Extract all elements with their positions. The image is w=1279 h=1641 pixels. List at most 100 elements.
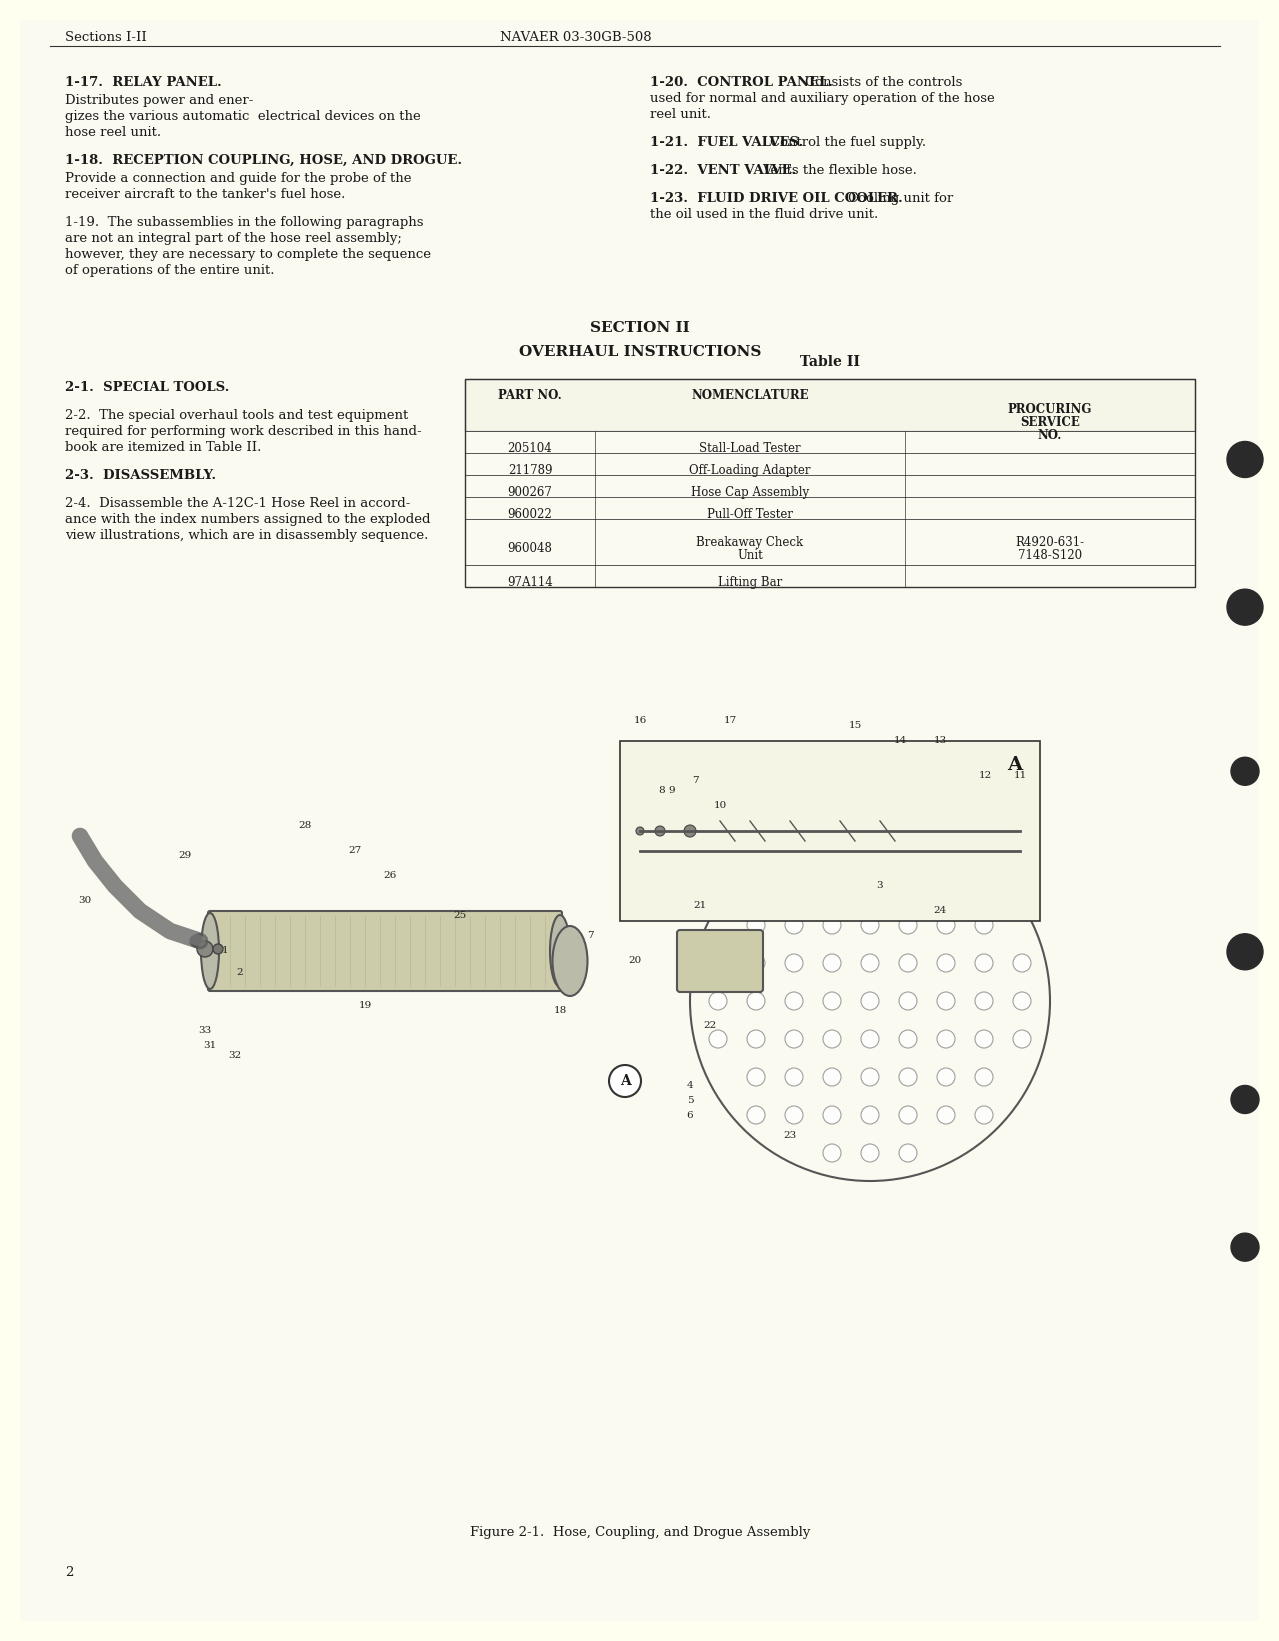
Circle shape <box>899 953 917 971</box>
Text: Breakaway Check: Breakaway Check <box>697 537 803 550</box>
Text: Stall-Load Tester: Stall-Load Tester <box>700 441 801 455</box>
Text: Lifting Bar: Lifting Bar <box>718 576 783 589</box>
Circle shape <box>899 1031 917 1049</box>
Text: 33: 33 <box>198 1026 211 1035</box>
Text: 960048: 960048 <box>508 542 553 555</box>
Circle shape <box>1227 589 1262 625</box>
Text: 1-20.  CONTROL PANEL.: 1-20. CONTROL PANEL. <box>650 75 833 89</box>
Circle shape <box>1013 993 1031 1009</box>
Bar <box>466 497 1195 519</box>
Bar <box>466 565 1195 587</box>
Circle shape <box>785 953 803 971</box>
Text: 27: 27 <box>348 847 362 855</box>
Circle shape <box>861 1031 879 1049</box>
Circle shape <box>861 840 879 858</box>
FancyBboxPatch shape <box>677 930 764 993</box>
Text: 15: 15 <box>848 720 862 730</box>
Circle shape <box>861 878 879 896</box>
Circle shape <box>975 1068 993 1086</box>
Text: 13: 13 <box>934 737 946 745</box>
Circle shape <box>214 944 223 953</box>
Text: SERVICE: SERVICE <box>1021 417 1079 428</box>
Text: used for normal and auxiliary operation of the hose: used for normal and auxiliary operation … <box>650 92 995 105</box>
Text: 16: 16 <box>633 715 647 725</box>
Text: Control the fuel supply.: Control the fuel supply. <box>770 136 926 149</box>
Circle shape <box>861 953 879 971</box>
Text: ance with the index numbers assigned to the exploded: ance with the index numbers assigned to … <box>65 514 431 527</box>
Text: receiver aircraft to the tanker's fuel hose.: receiver aircraft to the tanker's fuel h… <box>65 189 345 200</box>
Text: 23: 23 <box>783 1131 797 1140</box>
Circle shape <box>747 916 765 934</box>
Text: 2-4.  Disassemble the A-12C-1 Hose Reel in accord-: 2-4. Disassemble the A-12C-1 Hose Reel i… <box>65 497 411 510</box>
Text: 30: 30 <box>78 896 92 904</box>
Circle shape <box>747 953 765 971</box>
Text: NOMENCLATURE: NOMENCLATURE <box>691 389 808 402</box>
Ellipse shape <box>553 926 587 996</box>
Text: 14: 14 <box>893 737 907 745</box>
Text: 2: 2 <box>237 968 243 976</box>
Circle shape <box>822 878 842 896</box>
Text: SECTION II: SECTION II <box>590 322 689 335</box>
Circle shape <box>899 993 917 1009</box>
Circle shape <box>785 1068 803 1086</box>
Circle shape <box>636 827 645 835</box>
Circle shape <box>1227 441 1262 478</box>
Bar <box>466 474 1195 497</box>
Text: 24: 24 <box>934 906 946 916</box>
Text: NAVAER 03-30GB-508: NAVAER 03-30GB-508 <box>500 31 651 44</box>
Text: 3: 3 <box>876 881 884 889</box>
Circle shape <box>197 940 214 957</box>
Text: 2-2.  The special overhaul tools and test equipment: 2-2. The special overhaul tools and test… <box>65 409 408 422</box>
Text: view illustrations, which are in disassembly sequence.: view illustrations, which are in disasse… <box>65 528 428 542</box>
Circle shape <box>938 916 955 934</box>
Circle shape <box>899 840 917 858</box>
Circle shape <box>975 953 993 971</box>
Text: 11: 11 <box>1013 771 1027 779</box>
Ellipse shape <box>550 916 570 986</box>
Circle shape <box>938 993 955 1009</box>
Text: 1-22.  VENT VALVE.: 1-22. VENT VALVE. <box>650 164 797 177</box>
Text: Consists of the controls: Consists of the controls <box>804 75 962 89</box>
Text: 25: 25 <box>453 911 467 921</box>
Text: 2: 2 <box>65 1566 73 1579</box>
Circle shape <box>822 993 842 1009</box>
Circle shape <box>938 1068 955 1086</box>
Text: NO.: NO. <box>1037 428 1062 441</box>
Text: Figure 2-1.  Hose, Coupling, and Drogue Assembly: Figure 2-1. Hose, Coupling, and Drogue A… <box>469 1526 810 1539</box>
FancyBboxPatch shape <box>620 742 1040 921</box>
Text: 900267: 900267 <box>508 486 553 499</box>
Bar <box>466 453 1195 474</box>
Circle shape <box>899 1068 917 1086</box>
Text: Hose Cap Assembly: Hose Cap Assembly <box>691 486 810 499</box>
Circle shape <box>822 1144 842 1162</box>
Text: OVERHAUL INSTRUCTIONS: OVERHAUL INSTRUCTIONS <box>519 345 761 359</box>
Text: PROCURING: PROCURING <box>1008 404 1092 417</box>
Circle shape <box>822 840 842 858</box>
Text: 1-19.  The subassemblies in the following paragraphs: 1-19. The subassemblies in the following… <box>65 217 423 230</box>
Text: 21: 21 <box>693 901 706 911</box>
Text: hose reel unit.: hose reel unit. <box>65 126 161 139</box>
Text: Table II: Table II <box>799 354 859 369</box>
Text: 22: 22 <box>703 1021 716 1031</box>
Ellipse shape <box>201 912 219 990</box>
Text: 31: 31 <box>203 1040 216 1050</box>
Circle shape <box>709 993 726 1009</box>
Text: 7: 7 <box>692 776 698 784</box>
FancyBboxPatch shape <box>208 911 561 991</box>
Circle shape <box>975 1106 993 1124</box>
Circle shape <box>1230 1085 1259 1114</box>
Text: 12: 12 <box>978 771 991 779</box>
Text: 28: 28 <box>298 820 312 830</box>
Circle shape <box>822 1106 842 1124</box>
Text: Pull-Off Tester: Pull-Off Tester <box>707 509 793 520</box>
Text: 20: 20 <box>628 957 642 965</box>
Text: 6: 6 <box>687 1111 693 1121</box>
Circle shape <box>785 916 803 934</box>
Circle shape <box>822 953 842 971</box>
Text: 205104: 205104 <box>508 441 553 455</box>
Circle shape <box>822 1031 842 1049</box>
Text: 1: 1 <box>221 945 229 955</box>
Circle shape <box>684 825 696 837</box>
Circle shape <box>975 993 993 1009</box>
Circle shape <box>1230 757 1259 786</box>
